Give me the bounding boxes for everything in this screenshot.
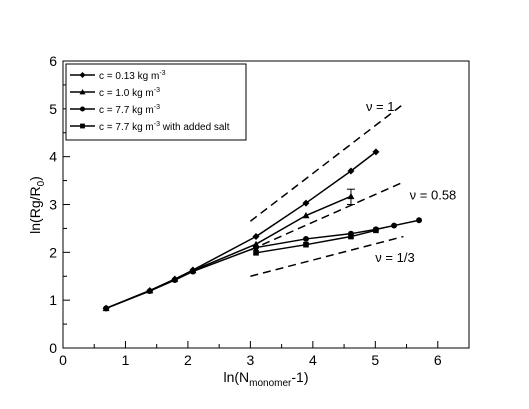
series-line: [105, 151, 377, 309]
data-point: [303, 235, 309, 242]
x-tick-label: 5: [371, 352, 379, 368]
data-point: [302, 212, 310, 219]
legend: c = 0.13 kg m-3 c = 1.0 kg m-3 c = 7.7 kg …: [65, 63, 247, 141]
data-point: [252, 233, 260, 241]
legend-entry: c = 0.13 kg m-3: [99, 70, 166, 82]
reference-line: [250, 235, 404, 277]
data-point: [303, 241, 309, 248]
data-series: [253, 227, 379, 256]
y-tick-label: 4: [49, 149, 57, 165]
reference-line-label: ν = 1: [366, 99, 395, 114]
series-line: [105, 219, 420, 309]
x-tick-label: 0: [59, 352, 67, 368]
legend-entry: c = 1.0 kg m-3: [99, 87, 160, 99]
reference-line: [250, 181, 404, 251]
reference-line-label: ν = 1/3: [375, 250, 414, 265]
data-point: [253, 250, 259, 256]
data-point: [171, 277, 178, 284]
legend-swatch-marker: [79, 106, 86, 112]
legend-swatch-marker: [79, 89, 86, 95]
data-point: [302, 199, 310, 207]
data-point: [347, 167, 355, 175]
y-tick-label: 1: [49, 292, 57, 308]
x-tick-label: 2: [184, 352, 192, 368]
legend-box: [65, 63, 247, 141]
data-point: [348, 233, 354, 240]
series-layer: [102, 148, 423, 312]
x-tick-label: 4: [309, 352, 317, 368]
data-point: [253, 244, 259, 251]
x-tick-label: 1: [122, 352, 130, 368]
reference-line: [249, 103, 404, 222]
y-tick-label: 2: [49, 244, 57, 260]
data-series: [102, 148, 380, 312]
reference-line-label: ν = 0.58: [410, 188, 457, 203]
reference-lines: ν = 1 ν = 0.58 ν = 1/3: [249, 99, 457, 277]
data-point: [391, 222, 398, 229]
y-tick-label: 5: [49, 101, 57, 117]
x-tick-label: 3: [246, 352, 254, 368]
legend-swatch-marker: [79, 72, 86, 78]
x-axis-label: ln(Nmonomer-1): [223, 369, 308, 389]
legend-swatch-marker: [80, 123, 85, 129]
series-line: [255, 229, 377, 254]
y-tick-label: 0: [49, 340, 57, 356]
data-point: [347, 192, 355, 200]
data-point: [416, 217, 423, 224]
legend-entry: c = 7.7 kg m-3: [99, 104, 160, 116]
data-point: [146, 288, 153, 295]
y-axis-label: ln(Rg/R0): [27, 176, 47, 234]
data-series: [102, 188, 355, 312]
series-line: [105, 195, 352, 309]
y-tick-label: 6: [49, 53, 57, 69]
x-tick-label: 6: [434, 352, 442, 368]
legend-entry: c = 7.7 kg m-3 with added salt: [99, 121, 230, 133]
data-point: [189, 268, 196, 275]
data-point: [372, 148, 380, 156]
y-tick-label: 3: [49, 197, 57, 213]
data-point: [103, 305, 110, 312]
data-point: [373, 227, 379, 234]
